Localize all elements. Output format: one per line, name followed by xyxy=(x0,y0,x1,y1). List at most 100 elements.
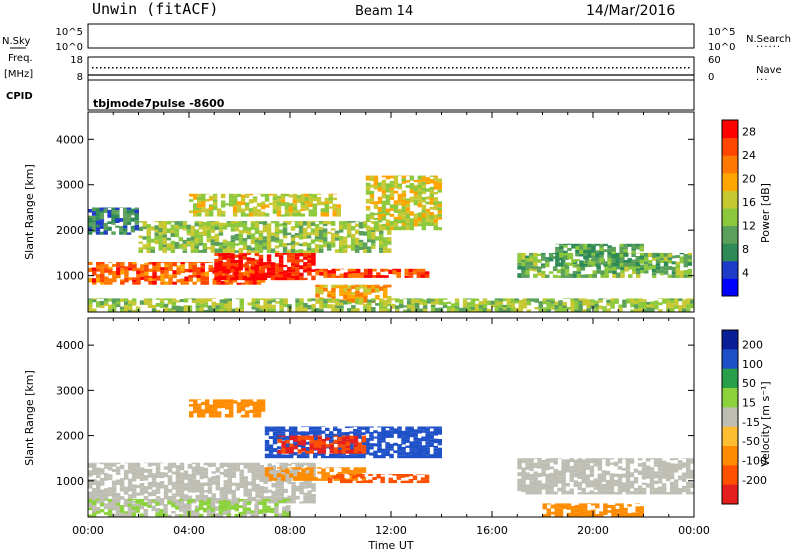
heatmap-cell xyxy=(537,272,542,276)
heatmap-cell xyxy=(339,308,344,312)
heatmap-cell xyxy=(342,244,348,249)
heatmap-cell xyxy=(525,265,530,268)
heatmap-cell xyxy=(573,463,578,468)
heatmap-cell xyxy=(163,472,169,475)
heatmap-cell xyxy=(371,300,376,303)
heatmap-cell xyxy=(371,309,376,312)
heatmap-cell xyxy=(372,275,377,278)
heatmap-cell xyxy=(187,308,193,312)
heatmap-cell xyxy=(574,305,579,310)
heatmap-cell xyxy=(190,250,196,253)
heatmap-cell xyxy=(152,280,157,285)
heatmap-cell xyxy=(619,263,624,267)
heatmap-cell xyxy=(172,274,177,279)
heatmap-cell xyxy=(417,438,422,442)
heatmap-cell xyxy=(163,495,169,500)
heatmap-cell xyxy=(275,301,280,304)
heatmap-cell xyxy=(601,484,607,487)
heatmap-cell xyxy=(231,499,236,504)
heatmap-cell xyxy=(647,252,653,258)
heatmap-cell xyxy=(152,274,157,279)
heatmap-cell xyxy=(651,272,657,276)
heatmap-cell xyxy=(595,257,600,262)
heatmap-cell xyxy=(288,203,294,207)
heatmap-cell xyxy=(329,444,335,447)
heatmap-cell xyxy=(425,444,430,448)
heatmap-cell xyxy=(575,243,580,247)
heatmap-cell xyxy=(405,455,410,459)
heatmap-cell xyxy=(379,224,384,229)
heatmap-cell xyxy=(107,298,113,302)
heatmap-cell xyxy=(139,492,145,496)
heatmap-cell xyxy=(254,222,260,228)
heatmap-cell xyxy=(585,459,590,464)
nave-dot xyxy=(192,67,194,69)
heatmap-cell xyxy=(222,242,228,246)
heatmap-cell xyxy=(401,437,406,442)
heatmap-cell xyxy=(517,483,522,488)
heatmap-cell xyxy=(597,458,603,461)
heatmap-cell xyxy=(274,252,280,255)
heatmap-cell xyxy=(203,300,209,303)
heatmap-cell xyxy=(597,489,603,493)
heatmap-cell xyxy=(100,462,105,465)
heatmap-cell xyxy=(187,498,192,500)
heatmap-cell xyxy=(346,227,352,232)
heatmap-cell xyxy=(603,503,608,509)
heatmap-cell xyxy=(381,200,387,204)
heatmap-cell xyxy=(351,298,356,303)
heatmap-cell xyxy=(151,462,157,466)
heatmap-cell xyxy=(620,273,625,278)
heatmap-cell xyxy=(313,476,318,481)
heatmap-cell xyxy=(128,263,133,268)
heatmap-cell xyxy=(393,175,399,177)
heatmap-cell xyxy=(353,431,358,436)
heatmap-cell xyxy=(155,488,161,492)
heatmap-cell xyxy=(582,503,588,506)
heatmap-cell xyxy=(325,475,330,478)
heatmap-cell xyxy=(679,274,685,278)
heatmap-cell xyxy=(309,468,314,471)
heatmap-cell xyxy=(658,302,663,306)
heatmap-cell xyxy=(330,239,336,243)
heatmap-cell xyxy=(315,270,320,276)
heatmap-cell xyxy=(211,298,217,299)
heatmap-cell xyxy=(178,226,184,230)
heatmap-cell xyxy=(285,440,290,444)
nave-dot xyxy=(120,67,122,69)
heatmap-cell xyxy=(657,464,663,468)
heatmap-cell xyxy=(206,512,212,517)
heatmap-cell xyxy=(226,241,232,244)
heatmap-cell xyxy=(266,261,272,265)
heatmap-cell xyxy=(585,476,590,479)
heatmap-cell xyxy=(111,214,116,219)
heatmap-cell xyxy=(131,471,137,476)
heatmap-cell xyxy=(555,252,560,256)
heatmap-cell xyxy=(659,253,665,258)
heatmap-cell xyxy=(203,304,209,308)
heatmap-cell xyxy=(88,514,93,517)
heatmap-cell xyxy=(293,445,298,450)
heatmap-cell xyxy=(298,235,304,240)
heatmap-cell xyxy=(663,270,669,275)
heatmap-cell xyxy=(111,506,117,511)
heatmap-cell xyxy=(276,210,282,214)
heatmap-cell xyxy=(657,467,663,472)
heatmap-cell xyxy=(155,470,161,476)
heatmap-cell xyxy=(361,445,367,450)
heatmap-cell xyxy=(658,298,663,299)
heatmap-cell xyxy=(119,512,125,517)
heatmap-cell xyxy=(337,467,342,468)
heatmap-cell xyxy=(287,272,292,275)
heatmap-cell xyxy=(227,471,232,475)
heatmap-cell xyxy=(421,217,427,221)
heatmap-cell xyxy=(194,245,200,249)
heatmap-cell xyxy=(307,494,312,498)
heatmap-cell xyxy=(417,223,423,227)
heatmap-cell xyxy=(201,415,206,418)
heatmap-cell xyxy=(248,400,254,404)
heatmap-cell xyxy=(306,235,312,239)
heatmap-cell xyxy=(673,458,679,460)
heatmap-cell xyxy=(560,268,566,272)
heatmap-cell xyxy=(311,275,316,281)
